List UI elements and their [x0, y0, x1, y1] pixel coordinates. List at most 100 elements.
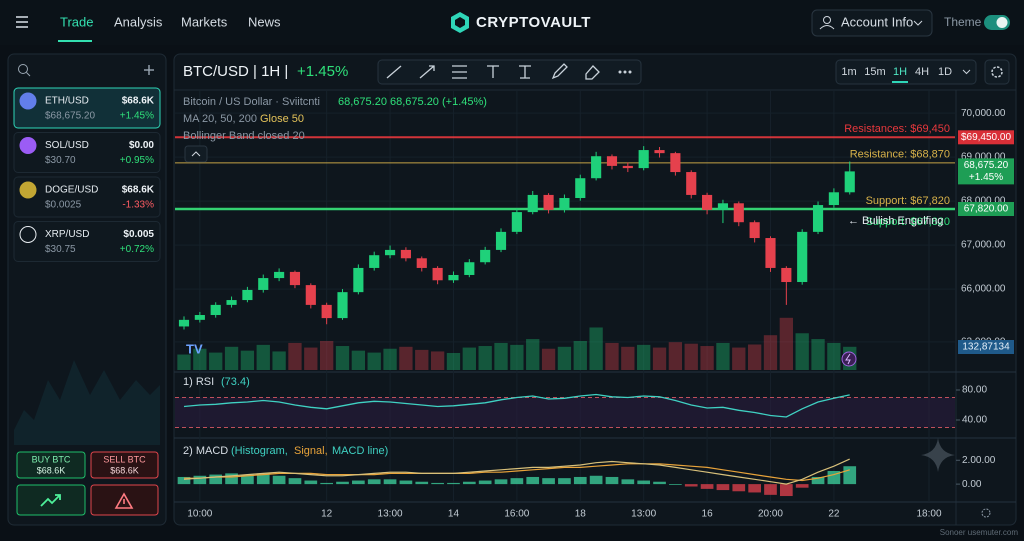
watch-card[interactable]: [13, 87, 161, 129]
volume-label: 132,87134: [962, 342, 1010, 353]
candle-body: [606, 156, 618, 166]
volume-box: [958, 340, 1014, 354]
watch-card[interactable]: [13, 176, 161, 218]
macd-histogram-bar: [748, 484, 761, 493]
volume-bar: [637, 344, 651, 370]
event-icon[interactable]: [841, 351, 857, 367]
y-tick-label: 67,000.00: [961, 240, 1006, 251]
nav-item[interactable]: Analysis: [114, 14, 163, 29]
macd-histogram-bar: [669, 484, 682, 485]
watch-card[interactable]: [13, 221, 161, 262]
y-tick-label: 40.00: [962, 415, 987, 426]
drawing-toolbar: [377, 59, 642, 85]
candle-body: [670, 153, 681, 173]
volume-bar: [494, 342, 508, 370]
volume-bar: [811, 339, 825, 370]
line-tool[interactable]: [386, 65, 402, 79]
volume-bar: [795, 333, 809, 370]
search-icon[interactable]: [18, 64, 28, 74]
fib-tool[interactable]: [452, 65, 467, 79]
macd-part: (Histogram,: [231, 445, 288, 457]
search-icon: [26, 72, 31, 77]
text-tool[interactable]: [487, 65, 499, 78]
change: +1.45%: [120, 111, 154, 122]
eraser-tool[interactable]: [585, 65, 600, 80]
timeframe[interactable]: 4H: [915, 66, 929, 78]
account-button[interactable]: [811, 9, 933, 37]
volume-bar: [462, 347, 476, 370]
timeframe[interactable]: 1D: [938, 66, 952, 78]
volume-bar: [779, 317, 793, 370]
settings-button[interactable]: [984, 59, 1010, 85]
logo[interactable]: CRYPTOVAULT: [476, 14, 591, 31]
timeframe[interactable]: 1H: [893, 66, 907, 78]
coin-icon: [19, 181, 37, 199]
more-tools[interactable]: [618, 70, 632, 74]
price: $68.6K: [122, 185, 155, 196]
x-tick-label: 13:00: [378, 509, 403, 520]
candle-body: [812, 205, 824, 232]
macd-histogram-bar: [795, 484, 809, 488]
volume-bar: [430, 351, 445, 370]
nav-item[interactable]: Markets: [181, 14, 228, 29]
brush-tool[interactable]: [551, 63, 568, 80]
collapse-button[interactable]: [184, 145, 208, 163]
macd-histogram-bar: [415, 481, 429, 485]
price-box-label: 67,820.00: [964, 204, 1009, 215]
price: $68.6K: [122, 96, 155, 107]
x-tick-label: 12: [321, 509, 333, 520]
menu-button[interactable]: [16, 16, 28, 28]
watch-card[interactable]: [13, 132, 161, 173]
volume-bar: [383, 348, 397, 370]
candle-body: [242, 289, 253, 301]
price-sub: $68,675.20: [45, 111, 95, 122]
macd-histogram-bar: [542, 478, 555, 485]
macd-histogram-bar: [256, 473, 270, 485]
volume-bar: [446, 352, 461, 370]
arrow-tool[interactable]: [419, 65, 435, 79]
account-icon: [823, 16, 831, 24]
x-tick-label: 10:00: [187, 509, 212, 520]
volume-bar: [335, 346, 350, 370]
candle-body: [178, 319, 190, 327]
pair: XRP/USD: [45, 229, 89, 240]
candle-body: [448, 274, 459, 281]
change: +0.95%: [120, 155, 154, 166]
trend-up-icon: [40, 494, 61, 507]
volume-bar: [320, 341, 334, 370]
chevron[interactable]: [962, 69, 971, 75]
rsi-line: [183, 393, 850, 418]
note-tool[interactable]: [519, 65, 531, 79]
y-tick-label: 70,000.00: [961, 108, 1006, 119]
macd-histogram-bar: [272, 475, 286, 485]
axis-settings[interactable]: [981, 508, 991, 518]
account-label[interactable]: Account Info: [841, 14, 913, 29]
price-box-label: 68,675.20: [964, 160, 1009, 171]
volume-bar: [209, 352, 223, 370]
timeframe[interactable]: 15m: [864, 66, 885, 78]
volume-bar: [652, 347, 667, 370]
price: $0.00: [129, 140, 154, 151]
candle-body: [274, 271, 285, 279]
candle-body: [575, 178, 586, 199]
watermark: Sonoer usemuter.com: [940, 528, 1019, 537]
macd-part: Signal,: [294, 445, 328, 457]
nav-item[interactable]: News: [248, 14, 281, 29]
legend-bb: Bollinger Band closed 20: [183, 130, 305, 142]
rsi-band: [175, 397, 955, 428]
nav-item[interactable]: Trade: [60, 14, 93, 29]
price-box-sub: +1.45%: [969, 172, 1003, 183]
timeframe[interactable]: 1m: [841, 66, 856, 78]
candle-body: [416, 258, 427, 268]
add-button[interactable]: [144, 65, 154, 75]
logo-icon: [451, 12, 469, 33]
candle-body: [480, 249, 491, 263]
candle-body: [591, 156, 602, 179]
buy-quick-button[interactable]: [16, 484, 86, 516]
volume-bar: [700, 346, 714, 370]
sell-button[interactable]: [90, 451, 159, 479]
buy-button[interactable]: [16, 451, 86, 479]
legend-name: Bitcoin / US Dollar · Sviitcnti: [183, 96, 320, 108]
macd-histogram-bar: [621, 479, 635, 485]
volume-bar: [684, 343, 698, 370]
